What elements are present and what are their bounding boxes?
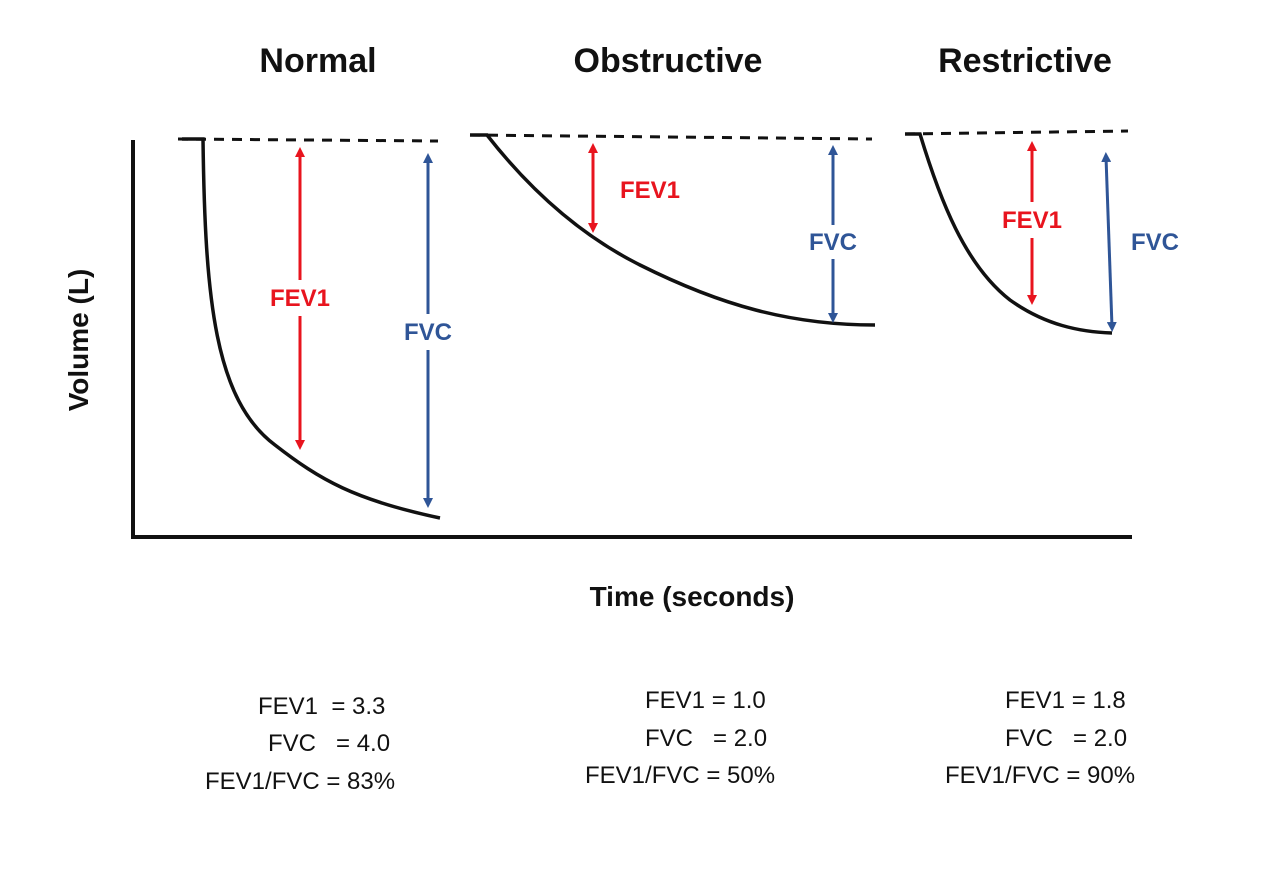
- stat-fev1: FEV1 = 3.3: [258, 693, 385, 720]
- fev1-label: FEV1: [1002, 207, 1062, 234]
- x-axis-label: Time (seconds): [590, 581, 795, 612]
- panel-normal: FEV1 FVC: [177, 137, 460, 520]
- stats-restrictive: FEV1 = 1.8 FVC = 2.0 FEV1/FVC = 90%: [945, 687, 1135, 789]
- fvc-label: FVC: [809, 229, 857, 256]
- fvc-label: FVC: [1131, 229, 1179, 256]
- expiration-curve: [470, 133, 876, 327]
- expiration-curve: [905, 132, 1113, 335]
- baseline-dashed: [469, 133, 873, 141]
- baseline-dashed: [904, 129, 1129, 136]
- stat-ratio: FEV1/FVC = 83%: [205, 768, 395, 795]
- fev1-label: FEV1: [620, 177, 680, 204]
- expiration-curve: [182, 137, 441, 520]
- stat-ratio: FEV1/FVC = 90%: [945, 762, 1135, 789]
- stat-fvc: FVC = 4.0: [268, 730, 390, 757]
- fvc-arrow: [1101, 152, 1117, 332]
- fvc-label: FVC: [404, 319, 452, 346]
- fev1-label: FEV1: [270, 285, 330, 312]
- stat-fev1: FEV1 = 1.8: [1005, 687, 1126, 714]
- stat-fvc: FVC = 2.0: [1005, 725, 1127, 752]
- stat-fvc: FVC = 2.0: [645, 725, 767, 752]
- y-axis-label: Volume (L): [63, 269, 94, 412]
- baseline-dashed: [177, 137, 439, 143]
- stats-obstructive: FEV1 = 1.0 FVC = 2.0 FEV1/FVC = 50%: [585, 687, 775, 789]
- stat-fev1: FEV1 = 1.0: [645, 687, 766, 714]
- stat-ratio: FEV1/FVC = 50%: [585, 762, 775, 789]
- panel-title-normal: Normal: [259, 42, 376, 80]
- panel-obstructive: FEV1 FVC: [469, 133, 876, 327]
- panel-title-restrictive: Restrictive: [938, 42, 1112, 80]
- panel-title-obstructive: Obstructive: [574, 42, 763, 80]
- panel-restrictive: FEV1 FVC: [904, 129, 1179, 335]
- stats-normal: FEV1 = 3.3 FVC = 4.0 FEV1/FVC = 83%: [205, 693, 395, 795]
